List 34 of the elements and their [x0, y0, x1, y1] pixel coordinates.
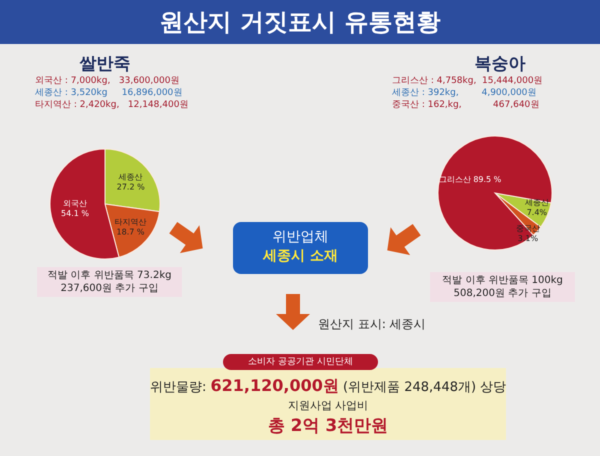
slice-label: 타지역산: [114, 218, 147, 227]
text: 지원사업 사업비: [286, 398, 370, 413]
text: 타지역산 : 2,420kg, 12,148,400원: [35, 99, 190, 111]
pie-slice: [438, 136, 552, 250]
text: (위반제품 248,448개) 상당: [342, 380, 506, 395]
data-label: 18.7 %: [116, 228, 145, 237]
text: 위반업체: [272, 228, 330, 247]
data-label: 3.1%: [518, 234, 538, 243]
text: 원산지 표시: 세종시: [318, 316, 426, 333]
slice-label: 세종산: [118, 172, 143, 182]
text: 원산지 거짓표시 유통현황: [160, 7, 440, 38]
text: 적발 이후 위반품목 100kg: [441, 274, 564, 287]
slice-label: 외국산: [63, 198, 87, 208]
text: 총 2억 3천만원: [266, 415, 390, 437]
chart-title: 쌀반죽: [78, 53, 132, 75]
slice-label: 그리스산: [438, 175, 471, 184]
text: 세종산 : 3,520kg 16,896,000원: [35, 87, 184, 99]
data-label: 7.4%: [526, 208, 548, 218]
slice-label: 세종산: [524, 198, 549, 208]
chart-title: 복숭아: [474, 53, 526, 75]
text: 세종시 소재: [262, 247, 339, 266]
text: 소비자 공공기관 시민단체: [223, 354, 378, 370]
text: 적발 이후 위반품목 73.2kg: [46, 269, 172, 282]
text: 중국산 : 162,kg, 467,640원: [392, 99, 540, 111]
text: 621,120,000원: [210, 376, 339, 395]
data-label: 54.1 %: [61, 208, 90, 218]
text: 세종산 : 392kg, 4,900,000원: [392, 87, 538, 99]
text: 외국산 : 7,000kg, 33,600,000원: [35, 75, 180, 87]
text: 그리스산 : 4,758kg, 15,444,000원: [392, 75, 544, 87]
text: 위반물량:: [150, 380, 208, 395]
data-label: 27.2 %: [116, 182, 146, 192]
text: 237,600원 추가 구입: [60, 282, 160, 295]
data-label: 89.5 %: [473, 175, 502, 184]
text: 508,200원 추가 구입: [452, 287, 552, 300]
